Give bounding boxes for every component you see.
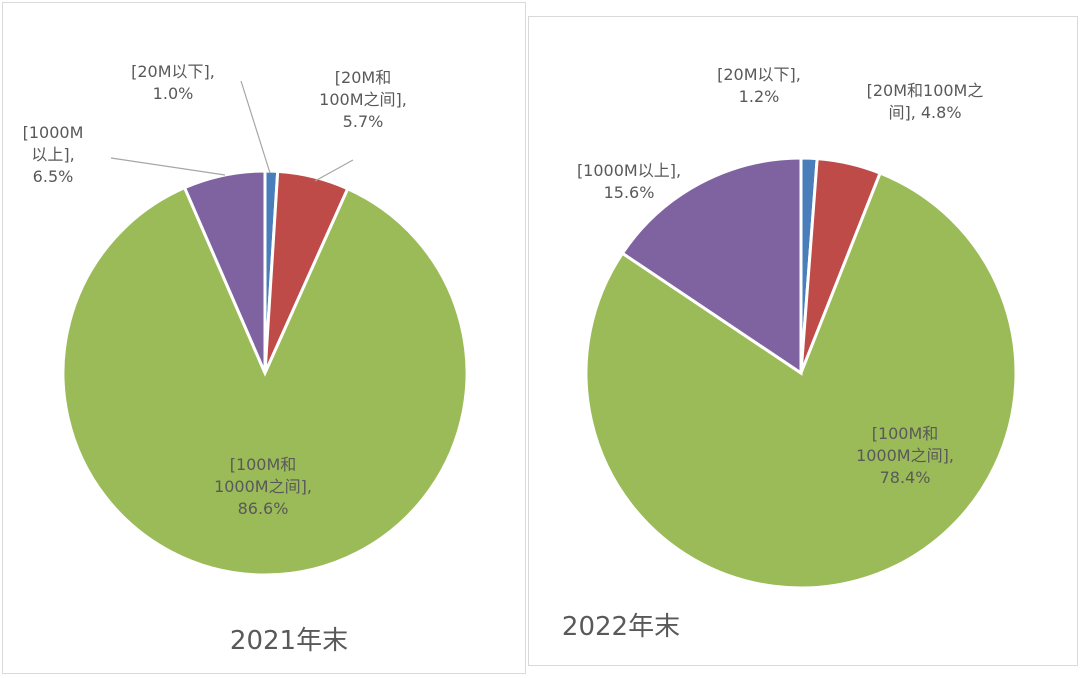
leader-line-20m-100m — [314, 159, 354, 182]
pie-slice-100m-1000m — [61, 185, 469, 577]
pie-svg-2022: [20M以下], 1.2% [20M和100M之间], 4.8% [100M和 1000… — [562, 65, 1018, 642]
data-label-1000m-above: [1000M以上], 15.6% — [577, 161, 681, 202]
data-label-20m-below: [20M以下], 1.2% — [717, 65, 801, 106]
data-label-20m-below: [20M以下], 1.0% — [131, 62, 215, 103]
pie-slice-1000m-above — [620, 156, 803, 376]
data-label-100m-1000m: [100M和 1000M之间], 86.6% — [214, 455, 312, 518]
data-label-1000m-above: [1000M 以上], 6.5% — [23, 123, 84, 186]
leader-line-20m-below — [240, 80, 271, 174]
data-label-100m-1000m: [100M和 1000M之间], 78.4% — [856, 424, 954, 487]
pie-slice-100m-1000m — [584, 171, 1018, 590]
pie-chart-2021: [20M以下], 1.0% [20M和 100M之间], 5.7% [100M和 1000M… — [2, 2, 526, 674]
pie-chart-2022: [20M以下], 1.2% [20M和100M之间], 4.8% [100M和 1000… — [528, 16, 1078, 666]
chart-title-2021: 2021年末 — [230, 626, 348, 656]
data-label-20m-100m: [20M和100M之间], 4.8% — [867, 81, 984, 122]
chart-title-2022: 2022年末 — [562, 612, 680, 642]
leader-line-1000m-above — [110, 157, 226, 176]
data-label-20m-100m: [20M和 100M之间], 5.7% — [319, 68, 407, 131]
pie-svg-2021: [20M以下], 1.0% [20M和 100M之间], 5.7% [100M和 1000M… — [23, 62, 469, 656]
